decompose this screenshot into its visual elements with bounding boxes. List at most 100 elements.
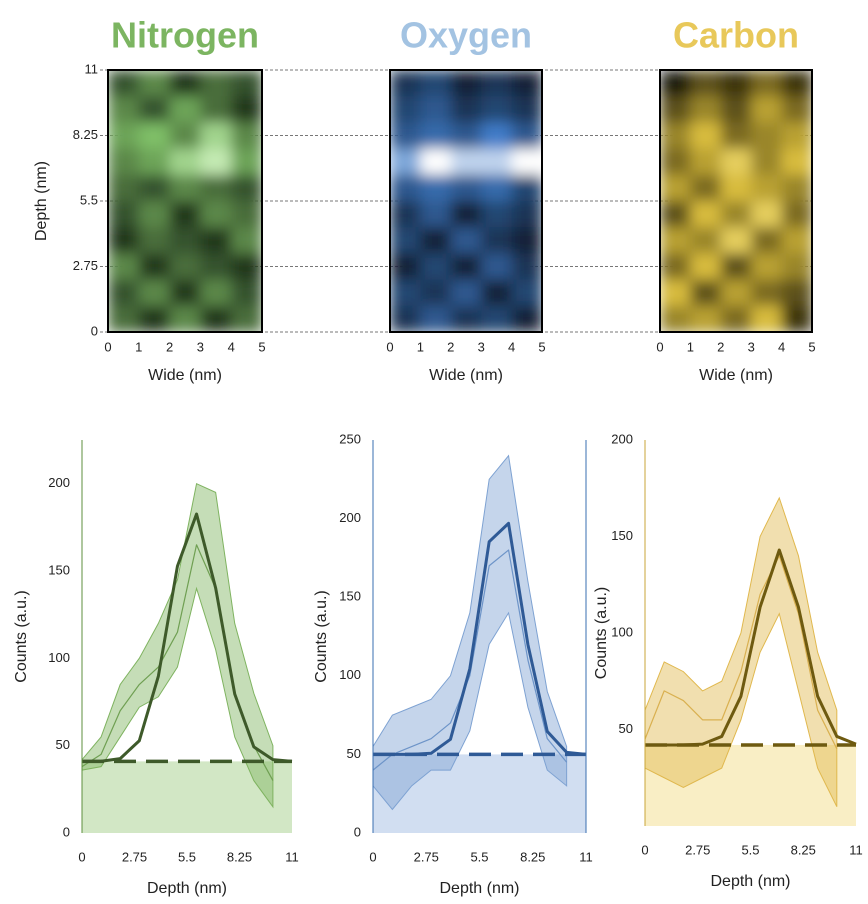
heatmap-cell [451,122,482,149]
band [82,484,273,807]
heatmap-cell [690,175,721,202]
x-tick-label: 11 [849,842,863,857]
heatmap-cell [420,149,451,176]
x-tick-label: 2.75 [414,849,439,864]
heatmap-cell [481,227,512,254]
heatmap-cell [451,280,482,307]
heatmap-cell [782,122,813,149]
heatmap-cell [751,70,782,97]
heatmap-cell [512,70,543,97]
heatmap-cell [690,70,721,97]
x-axis-label: Wide (nm) [699,367,773,384]
heatmap-cell [200,306,231,333]
x-tick-label: 5.5 [178,849,196,864]
heatmap-cell [751,175,782,202]
heatmap-cell [231,175,262,202]
y-tick-label: 200 [48,475,70,490]
heatmap-cell [751,122,782,149]
heatmap-cell [782,201,813,228]
heatmap-cell [200,227,231,254]
heatmap-cell [231,96,262,123]
x-tick-label: 0 [104,339,111,354]
heatmap-cell [660,96,691,123]
y-axis-label: Counts (a.u.) [313,590,330,682]
x-tick-label: 5.5 [470,849,488,864]
heatmap-cell [481,149,512,176]
x-tick-label: 4 [228,339,235,354]
x-tick-label: 3 [748,339,755,354]
heatmap-cell [231,201,262,228]
x-tick-label: 0 [641,842,648,857]
heatmap-cell [512,122,543,149]
heatmap-cell [231,149,262,176]
heatmap-cell [451,306,482,333]
heatmap-cell [200,122,231,149]
x-tick-label: 8.25 [227,849,252,864]
heatmap-cell [751,149,782,176]
heatmap-cell [231,122,262,149]
x-tick-label: 0 [78,849,85,864]
heatmap-cell [451,96,482,123]
x-tick-label: 2 [447,339,454,354]
heatmap-cell [782,253,813,280]
heatmap-cell [481,70,512,97]
x-tick-label: 8.25 [791,842,816,857]
heatmap-cell [420,227,451,254]
heatmap-cell [170,96,201,123]
heatmap-cell [170,70,201,97]
x-tick-label: 2.75 [122,849,147,864]
heatmap-cell [721,253,752,280]
heatmap-cell [512,280,543,307]
heatmap-cell [420,306,451,333]
heatmap-cell [751,96,782,123]
heatmap-cell [782,175,813,202]
heatmap-cell [108,175,139,202]
heatmap-cells [660,70,813,333]
heatmap-cell [390,227,421,254]
heatmap-cell [782,96,813,123]
heatmap-cell [139,201,170,228]
heatmap-cell [108,201,139,228]
x-axis-label: Depth (nm) [439,880,519,897]
heatmap-cell [200,201,231,228]
heatmap-cell [782,280,813,307]
heatmap-cell [108,96,139,123]
y-axis-label: Counts (a.u.) [593,587,610,679]
heatmap-cell [390,306,421,333]
heatmap-cell [690,253,721,280]
heatmap-cell [108,280,139,307]
x-axis-label: Depth (nm) [710,873,790,890]
heatmap-cell [231,253,262,280]
heatmap-cell [420,175,451,202]
heatmap [108,70,263,333]
y-tick-label: 2.75 [73,258,98,273]
heatmap-cell [751,253,782,280]
x-axis-label: Depth (nm) [147,880,227,897]
x-tick-label: 8.25 [520,849,545,864]
heatmap-cell [420,96,451,123]
y-tick-label: 0 [91,323,98,338]
heatmap-cell [420,280,451,307]
heatmap-cell [451,201,482,228]
heatmap-cell [200,70,231,97]
heatmap-cell [139,253,170,280]
heatmap-cell [231,70,262,97]
heatmap-cell [782,149,813,176]
heatmap-cell [782,227,813,254]
x-tick-label: 0 [656,339,663,354]
heatmap-cell [481,96,512,123]
heatmap-cell [512,227,543,254]
heatmap-cell [390,175,421,202]
panel-title: Nitrogen [111,15,259,56]
heatmap-cell [451,227,482,254]
heatmap-cell [200,253,231,280]
y-tick-label: 50 [56,737,70,752]
heatmap-cell [200,149,231,176]
heatmap-cell [390,96,421,123]
heatmap-cell [690,96,721,123]
x-tick-label: 3 [197,339,204,354]
heatmap-cell [108,253,139,280]
x-axis-label: Wide (nm) [429,367,503,384]
x-tick-label: 4 [508,339,515,354]
heatmap-cell [690,280,721,307]
